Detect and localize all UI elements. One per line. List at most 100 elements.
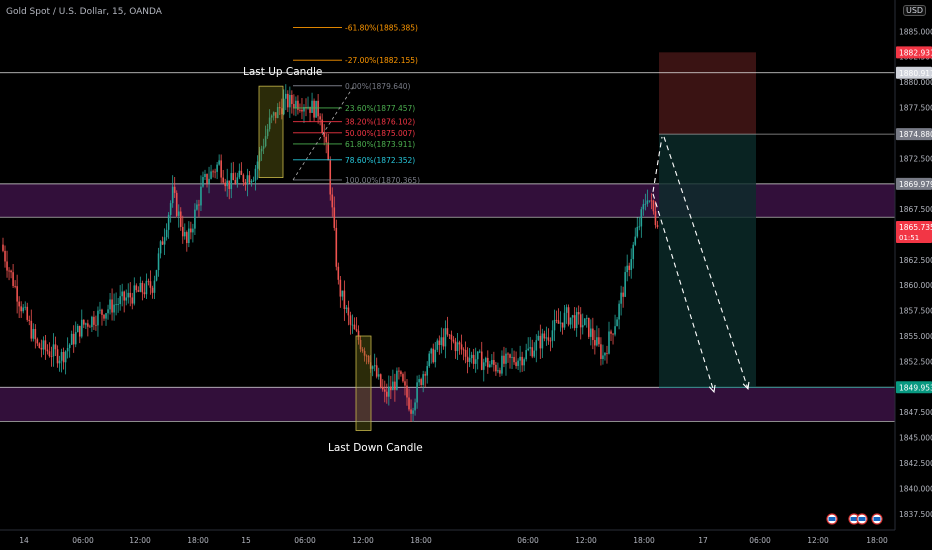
candle-body [636, 226, 639, 237]
candle-body [620, 292, 622, 304]
candle-body [89, 326, 91, 328]
candle-body [113, 304, 115, 313]
candle-body [618, 303, 620, 320]
currency-badge[interactable]: USD [903, 5, 927, 16]
candle-body [40, 347, 43, 350]
candle-body [353, 324, 356, 330]
candle-body [256, 161, 259, 169]
candle-body [630, 259, 633, 270]
candle-body [444, 328, 447, 347]
event-flag-stripe [828, 517, 836, 521]
candle-body [343, 290, 346, 309]
candle-body [497, 370, 499, 372]
price-axis-background [895, 0, 932, 550]
candle-body [280, 108, 283, 115]
candle-body [478, 351, 481, 353]
candle-body [383, 389, 386, 392]
candle-body [101, 309, 103, 315]
candle-body [220, 160, 222, 178]
candle-body [557, 320, 560, 324]
candle-body [163, 237, 166, 245]
price-tick-label: 1872.500 [899, 154, 932, 163]
candle-body [567, 307, 570, 325]
stop-loss-box [659, 52, 756, 135]
candle-body [246, 175, 249, 185]
candle-body [418, 379, 420, 383]
candle-body [594, 340, 596, 346]
candle-body [424, 374, 426, 376]
candle-body [218, 160, 220, 165]
candle-body [107, 309, 109, 314]
candle-body [194, 209, 196, 229]
candle-body [240, 170, 243, 175]
time-tick-label: 18:00 [410, 536, 432, 545]
candle-body [602, 355, 604, 359]
candle-body [408, 397, 410, 410]
candle-body [416, 382, 418, 403]
price-tick-label: 1855.000 [899, 332, 932, 341]
candle-body [212, 171, 214, 173]
candle-body [127, 292, 130, 298]
candle-body [20, 306, 22, 312]
time-tick-label: 06:00 [294, 536, 316, 545]
fib-level-label-8: 100.00%(1870.365) [345, 176, 420, 185]
price-tick-label: 1842.500 [899, 459, 932, 468]
candle-body [363, 350, 366, 356]
candle-body [507, 353, 509, 355]
candle-body [404, 381, 406, 386]
candle-body [238, 170, 241, 178]
time-axis-background [0, 530, 932, 550]
candle-body [36, 339, 39, 344]
candle-body [254, 168, 257, 181]
candle-body [480, 351, 483, 370]
candle-body [414, 402, 416, 411]
candle-body [276, 107, 279, 118]
zone-0 [0, 183, 895, 218]
candle-body [426, 366, 428, 376]
candle-body [44, 340, 47, 350]
candle-body [228, 180, 231, 189]
candle-body [371, 366, 374, 369]
candle-body [379, 374, 382, 388]
candle-body [347, 307, 350, 316]
candle-body [513, 356, 515, 363]
candle-body [561, 322, 564, 328]
candle-body [438, 340, 441, 345]
event-flags[interactable] [826, 513, 883, 525]
candle-body [596, 337, 598, 346]
time-axis[interactable]: 14 06:00 12:00 18:00 15 06:00 12:00 18:00 06:00 1… [0, 529, 932, 550]
candle-body [16, 286, 18, 302]
candle-body [131, 297, 134, 304]
candle-body [553, 319, 556, 331]
candle-body [319, 116, 321, 120]
candle-body [598, 337, 600, 345]
price-axis[interactable]: 1837.500 1840.000 1842.500 1845.000 1847.500… [894, 0, 932, 550]
price-label-box [896, 66, 932, 79]
fibonacci-retracement[interactable]: -61.80%(1885.385) -27.00%(1882.155) 0.00%(… [292, 23, 420, 185]
candle-body [511, 356, 513, 358]
candle-body [301, 109, 303, 112]
candle-body [583, 318, 586, 326]
projection-arrows[interactable] [652, 136, 750, 394]
time-tick-label: 18:00 [866, 536, 888, 545]
candle-body [402, 374, 404, 382]
candle-body [22, 307, 24, 312]
candle-body [377, 374, 380, 377]
short-position-tool[interactable] [659, 52, 895, 388]
candle-body [123, 291, 125, 301]
price-label: 1882.931 [899, 48, 932, 57]
candle-body [93, 316, 95, 325]
candle-body [509, 354, 511, 358]
candle-body [565, 307, 568, 313]
candle-body [192, 228, 194, 233]
candle-body [2, 244, 4, 251]
projection-arrow-1 [652, 193, 715, 393]
candle-body [12, 272, 14, 287]
price-tick-label: 1862.500 [899, 256, 932, 265]
candle-body [99, 309, 101, 311]
candle-body [270, 115, 273, 118]
candle-body [278, 107, 281, 109]
candle-body [527, 348, 529, 351]
candle-body [26, 306, 29, 320]
